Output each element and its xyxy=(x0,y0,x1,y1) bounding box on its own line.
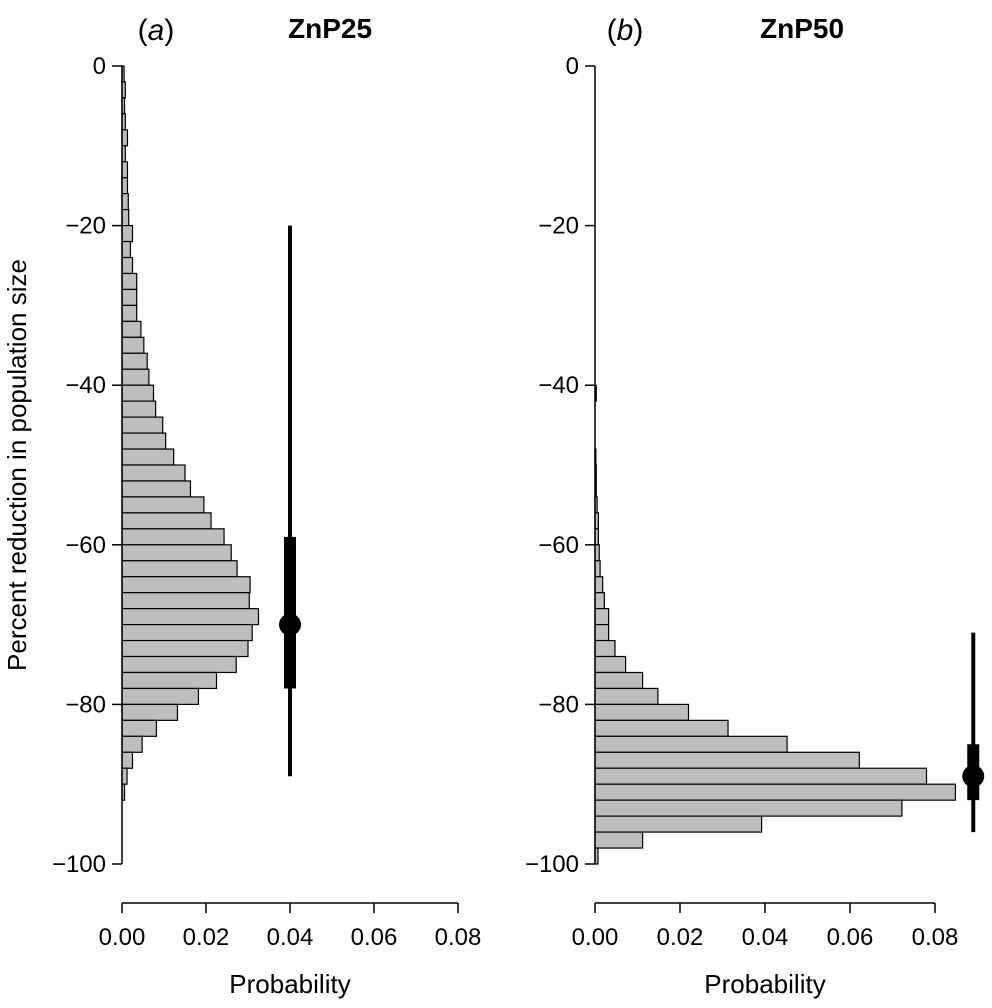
histogram-bar xyxy=(121,384,155,402)
histogram-bar xyxy=(121,304,138,322)
x-tick-label: 0.06 xyxy=(351,924,398,951)
histogram-bar xyxy=(121,512,212,530)
histogram-bar xyxy=(121,687,200,706)
histogram-bar xyxy=(121,544,232,562)
histogram-bar xyxy=(121,177,129,195)
histogram-bar xyxy=(121,560,238,578)
histogram-bar xyxy=(121,240,131,259)
histogram-bar xyxy=(594,623,610,642)
panel-letter: (b) xyxy=(607,14,644,47)
x-tick-label: 0.04 xyxy=(742,924,789,951)
histogram-bar xyxy=(121,368,150,386)
histogram-bar xyxy=(121,336,145,354)
y-tick-label: −60 xyxy=(65,532,106,559)
histogram-bar xyxy=(121,655,237,674)
histogram-bar xyxy=(121,703,179,721)
x-tick-label: 0.04 xyxy=(267,924,314,951)
histogram-bar xyxy=(121,767,128,785)
x-tick-label: 0.00 xyxy=(572,924,619,951)
histogram-bar xyxy=(121,272,138,291)
y-tick-label: 0 xyxy=(93,53,106,80)
panel-title: ZnP25 xyxy=(288,13,372,44)
histogram-bar xyxy=(594,560,601,578)
histogram-bar xyxy=(121,432,167,450)
histogram-bar xyxy=(121,256,134,275)
x-tick-label: 0.08 xyxy=(435,924,482,951)
histogram-bar xyxy=(121,671,218,690)
x-tick-label: 0.02 xyxy=(183,924,230,951)
histogram-bar xyxy=(121,751,134,769)
histogram-bar xyxy=(121,288,138,307)
x-tick-label: 0.08 xyxy=(912,924,959,951)
x-axis-label: Probability xyxy=(704,969,825,999)
histogram-bar xyxy=(121,209,130,227)
histogram-bar xyxy=(121,129,129,147)
y-tick-label: 0 xyxy=(566,53,579,80)
y-tick-label: −20 xyxy=(65,213,106,240)
histogram-bar xyxy=(594,703,690,721)
histogram-bar xyxy=(121,400,157,418)
histogram-bar xyxy=(121,576,251,594)
median-point xyxy=(962,765,985,788)
histogram-bar xyxy=(594,576,604,594)
histogram-bar xyxy=(594,671,644,690)
histogram-bar xyxy=(594,751,860,769)
histogram-bar xyxy=(594,783,956,801)
histogram-bar xyxy=(121,528,225,546)
histogram-bar xyxy=(594,719,729,737)
histogram-bar xyxy=(594,815,763,833)
histogram-bar xyxy=(121,320,142,338)
histogram-bar xyxy=(121,496,205,514)
histogram-bar xyxy=(594,767,928,785)
histogram-bar xyxy=(594,799,903,817)
panel-title: ZnP50 xyxy=(760,13,844,44)
histogram-bar xyxy=(594,639,616,658)
x-tick-label: 0.06 xyxy=(827,924,874,951)
median-point xyxy=(279,613,301,636)
y-tick-label: −80 xyxy=(538,691,579,718)
x-axis-label: Probability xyxy=(229,969,350,999)
y-tick-label: −60 xyxy=(538,532,579,559)
histogram-bar xyxy=(594,687,659,706)
y-tick-label: −40 xyxy=(538,372,579,399)
histogram-bar xyxy=(594,592,605,610)
histogram-bar xyxy=(121,719,158,737)
histogram-bar xyxy=(594,608,610,626)
histogram-bar xyxy=(121,193,129,211)
panel-a: (a) ZnP25 0 −20 −40 −60 −80 −100 0.00 0.02 0.04 0.0… xyxy=(52,13,481,999)
y-tick-label: −40 xyxy=(65,372,106,399)
panel-letter: (a) xyxy=(138,14,175,47)
histogram-bar xyxy=(121,623,253,642)
y-tick-label: −80 xyxy=(65,691,106,718)
histogram-bar xyxy=(121,608,260,626)
histogram-bar xyxy=(121,639,249,658)
histogram-bar xyxy=(121,464,186,482)
y-tick-label: −100 xyxy=(525,851,579,878)
histogram-bar xyxy=(594,655,627,674)
histogram-bar xyxy=(121,352,148,370)
histogram-bar xyxy=(121,735,143,753)
y-axis-label: Percent reduction in population size xyxy=(2,259,32,671)
y-tick-label: −100 xyxy=(52,851,106,878)
y-tick-label: −20 xyxy=(538,213,579,240)
panel-b: (b) ZnP50 0 −20 −40 −60 −80 −100 0.00 0.02 0.04 0.0… xyxy=(525,13,985,999)
histogram-bar xyxy=(121,448,175,466)
histogram-bar xyxy=(594,831,644,849)
histogram-bar xyxy=(121,480,192,498)
x-tick-label: 0.00 xyxy=(99,924,146,951)
histogram-bar xyxy=(121,161,129,179)
histogram-bar xyxy=(121,592,250,610)
histogram-bar xyxy=(121,416,164,434)
x-tick-label: 0.02 xyxy=(657,924,704,951)
histogram-bar xyxy=(121,225,134,243)
histogram-bar xyxy=(594,735,788,753)
